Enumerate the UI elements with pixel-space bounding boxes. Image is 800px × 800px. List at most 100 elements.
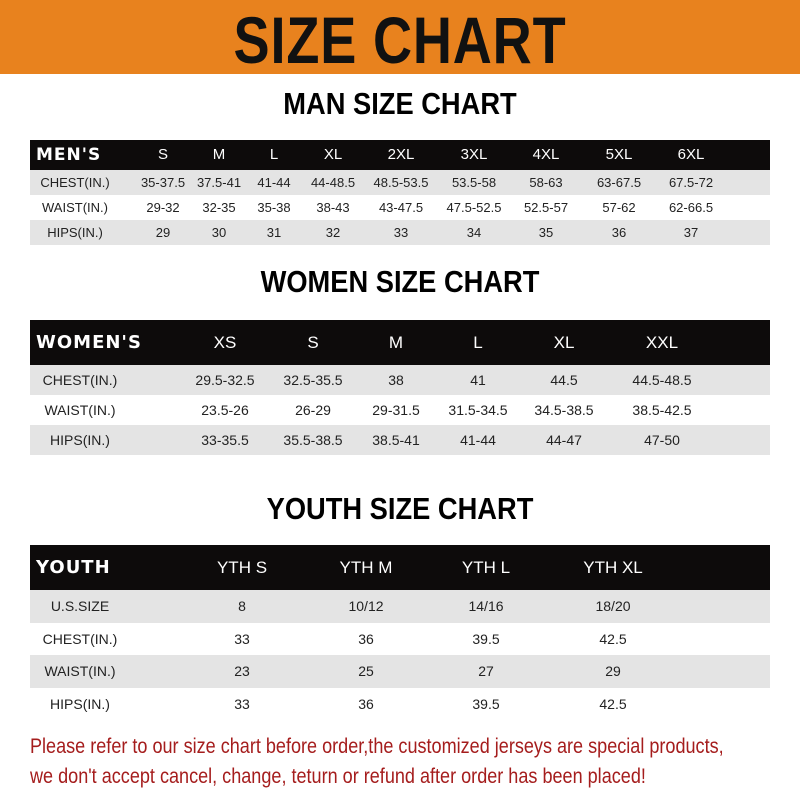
women-header-row: WOMEN'S XS S M L XL XXL (30, 320, 770, 365)
measurement-value: 29.5-32.5 (195, 372, 255, 388)
measurement-value: 42.5 (599, 630, 627, 647)
table-row: WAIST(IN.) 23.5-26 26-29 29-31.5 31.5-34.5 34… (30, 395, 770, 425)
measurement-value: 29 (155, 225, 171, 240)
measurement-value: 18/20 (595, 598, 631, 614)
measurement-value: 44.5 (550, 372, 578, 388)
size-column-header: 6XL (677, 146, 705, 163)
measurement-value: 37.5-41 (196, 175, 242, 190)
youth-section-title: YOUTH SIZE CHART (266, 491, 534, 526)
measurement-label: WAIST(IN.) (44, 402, 116, 418)
measurement-value: 35.5-38.5 (283, 432, 343, 448)
size-column-header: XXL (645, 333, 679, 352)
table-row: HIPS(IN.) 33 36 39.5 42.5 (30, 687, 770, 720)
measurement-label: WAIST(IN.) (42, 200, 108, 215)
size-column-header: YTH S (216, 558, 268, 577)
table-row: CHEST(IN.) 33 36 39.5 42.5 (30, 622, 770, 655)
measurement-value: 8 (238, 598, 246, 614)
measurement-value: 37 (683, 225, 699, 240)
measurement-label: CHEST(IN.) (42, 630, 118, 647)
measurement-value: 34 (466, 225, 482, 240)
measurement-value: 14/16 (468, 598, 504, 614)
table-row: CHEST(IN.) 29.5-32.5 32.5-35.5 38 41 44.5 44.5… (30, 365, 770, 395)
size-column-header: L (473, 333, 483, 352)
measurement-value: 38.5-41 (372, 432, 420, 448)
size-column-header: 4XL (532, 146, 560, 163)
measurement-value: 31.5-34.5 (448, 402, 508, 418)
men-header-row: MEN'S S M L XL 2XL 3XL 4XL 5XL 6XL (30, 140, 770, 170)
size-column-header: 2XL (387, 146, 415, 163)
measurement-value: 39.5 (472, 630, 500, 647)
measurement-value: 38-43 (316, 200, 350, 215)
measurement-value: 63-67.5 (596, 175, 642, 190)
size-column-header: 5XL (605, 146, 633, 163)
size-column-header: YTH XL (583, 558, 643, 577)
measurement-value: 32-35 (202, 200, 236, 215)
table-row: HIPS(IN.) 33-35.5 35.5-38.5 38.5-41 41-44 44-… (30, 425, 770, 455)
measurement-label: CHEST(IN.) (40, 175, 110, 190)
measurement-value: 26-29 (295, 402, 331, 418)
measurement-value: 35-38 (257, 200, 291, 215)
measurement-value: 33 (234, 695, 250, 712)
men-table-label: MEN'S (36, 145, 102, 165)
measurement-value: 43-47.5 (378, 200, 424, 215)
measurement-label: CHEST(IN.) (42, 372, 118, 388)
size-column-header: S (157, 146, 169, 163)
women-table-label: WOMEN'S (36, 332, 142, 353)
measurement-value: 35-37.5 (140, 175, 186, 190)
measurement-value: 38.5-42.5 (632, 402, 692, 418)
measurement-value: 27 (478, 663, 494, 679)
measurement-value: 29 (605, 663, 621, 679)
measurement-value: 33 (234, 630, 250, 647)
size-column-header: M (212, 146, 226, 163)
measurement-label: WAIST(IN.) (44, 663, 116, 679)
size-column-header: XS (213, 333, 237, 352)
measurement-value: 47.5-52.5 (446, 200, 502, 215)
measurement-value: 36 (611, 225, 627, 240)
measurement-value: 30 (211, 225, 227, 240)
measurement-value: 52.5-57 (523, 200, 569, 215)
size-column-header: L (269, 146, 279, 163)
measurement-value: 67.5-72 (668, 175, 714, 190)
measurement-value: 41 (470, 372, 486, 388)
measurement-value: 25 (358, 663, 374, 679)
measurement-value: 58-63 (529, 175, 563, 190)
size-column-header: S (307, 333, 319, 352)
measurement-value: 57-62 (602, 200, 636, 215)
measurement-value: 44.5-48.5 (632, 372, 692, 388)
measurement-value: 29-32 (146, 200, 180, 215)
measurement-value: 32 (325, 225, 341, 240)
disclaimer-line-1: Please refer to our size chart before or… (30, 735, 724, 758)
measurement-value: 33 (393, 225, 409, 240)
measurement-label: HIPS(IN.) (50, 432, 110, 448)
measurement-value: 62-66.5 (668, 200, 714, 215)
women-section-title: WOMEN SIZE CHART (260, 264, 540, 299)
measurement-value: 42.5 (599, 695, 627, 712)
title-banner: SIZE CHART (0, 0, 800, 77)
measurement-value: 41-44 (460, 432, 496, 448)
size-column-header: YTH L (461, 558, 511, 577)
size-column-header: XL (553, 333, 575, 352)
measurement-value: 32.5-35.5 (283, 372, 343, 388)
measurement-value: 44-48.5 (310, 175, 356, 190)
table-row: U.S.SIZE 8 10/12 14/16 18/20 (30, 590, 770, 623)
measurement-value: 35 (538, 225, 554, 240)
measurement-value: 36 (358, 630, 374, 647)
size-column-header: YTH M (339, 558, 393, 577)
measurement-value: 36 (358, 695, 374, 712)
youth-table-label: YOUTH (36, 557, 111, 578)
measurement-value: 29-31.5 (372, 402, 420, 418)
measurement-value: 10/12 (348, 598, 384, 614)
page-title: SIZE CHART (233, 3, 567, 77)
youth-header-row: YOUTH YTH S YTH M YTH L YTH XL (30, 545, 770, 590)
measurement-value: 31 (266, 225, 282, 240)
measurement-value: 48.5-53.5 (373, 175, 429, 190)
measurement-label: HIPS(IN.) (47, 225, 103, 240)
size-column-header: M (388, 333, 404, 352)
measurement-value: 53.5-58 (451, 175, 497, 190)
measurement-value: 44-47 (546, 432, 582, 448)
measurement-value: 23 (234, 663, 250, 679)
size-column-header: 3XL (460, 146, 488, 163)
table-row: WAIST(IN.) 23 25 27 29 (30, 655, 770, 688)
measurement-value: 33-35.5 (201, 432, 249, 448)
measurement-value: 47-50 (644, 432, 680, 448)
